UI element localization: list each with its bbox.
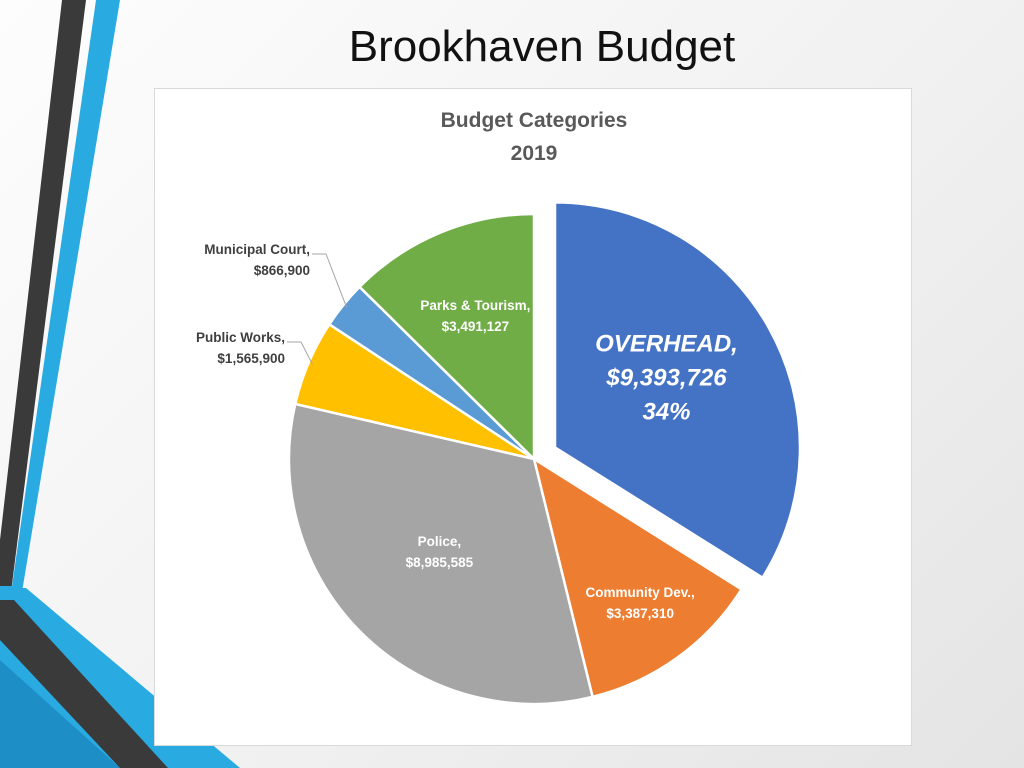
data-label-overhead: OVERHEAD, [595, 331, 738, 358]
data-labels: OVERHEAD, $9,393,726 34% Community Dev., $3,… [196, 242, 738, 621]
data-label-community-dev: Community Dev., [586, 585, 695, 600]
leader-lines [287, 253, 348, 365]
pie-slice-overhead [553, 201, 802, 580]
data-value-overhead: $9,393,726 [605, 365, 727, 392]
chart-title: Budget Categories [441, 109, 628, 132]
pie-slices [287, 201, 802, 706]
pie-slice-police [287, 402, 595, 706]
data-value-public-works: $1,565,900 [217, 351, 285, 366]
data-value-parks-tourism: $3,491,127 [442, 319, 510, 334]
chart-subtitle: 2019 [511, 142, 558, 165]
data-label-police: Police, [418, 534, 462, 549]
leader-line-public-works [287, 341, 313, 365]
data-label-municipal-court: Municipal Court, [204, 242, 310, 257]
decor-blue-stripe [0, 0, 120, 592]
decor-dark-corner [0, 600, 168, 768]
chart-area: Budget Categories 2019 OVERHEAD, $9,393,7… [154, 88, 912, 746]
chart-title-group: Budget Categories 2019 [441, 109, 628, 165]
pie-slice-parks-tourism [357, 212, 536, 462]
data-percent-overhead: 34% [642, 399, 690, 426]
leader-line-municipal-court [312, 253, 348, 308]
pie-slice-community-dev [532, 456, 744, 699]
slide-title: Brookhaven Budget [348, 22, 736, 71]
data-value-police: $8,985,585 [406, 555, 474, 570]
decor-blue-corner-dark [0, 660, 120, 768]
decor-dark-stripe [0, 0, 86, 600]
data-value-municipal-court: $866,900 [254, 263, 310, 278]
data-label-parks-tourism: Parks & Tourism, [420, 298, 530, 313]
pie-chart: Budget Categories 2019 OVERHEAD, $9,393,7… [196, 109, 802, 706]
data-label-public-works: Public Works, [196, 330, 285, 345]
data-value-community-dev: $3,387,310 [606, 606, 674, 621]
